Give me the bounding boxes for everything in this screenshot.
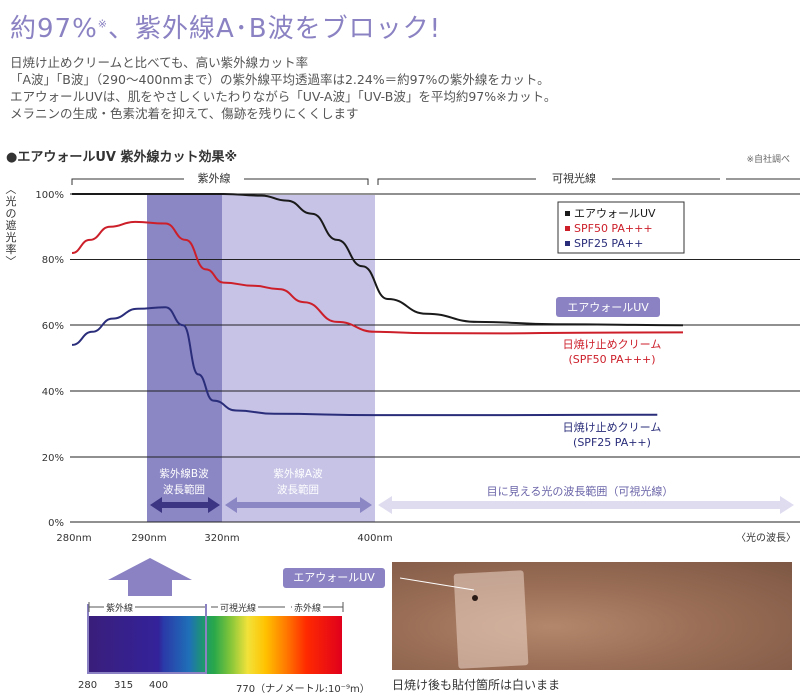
intro-line-3: エアウォールUVは、肌をやさしくいたわりながら「UV-A波」「UV-B波」を平均… bbox=[10, 89, 557, 104]
spectrum-tick-280: 280 bbox=[78, 680, 98, 691]
y-tick-0: 0% bbox=[48, 518, 64, 529]
product-badge: エアウォールUV bbox=[283, 568, 385, 588]
x-tick-320: 320nm bbox=[204, 533, 239, 544]
chart-heading: ●エアウォールUV 紫外線カット効果※ bbox=[6, 150, 238, 165]
band-b-label-1: 紫外線B波 bbox=[159, 467, 209, 480]
up-arrow-icon bbox=[108, 558, 192, 596]
x-axis-label: 〈光の波長〉 bbox=[736, 531, 796, 544]
legend-item-spf50: SPF50 PA+++ bbox=[574, 222, 653, 235]
series-line-spf50 bbox=[71, 220, 684, 335]
legend-swatch-spf25 bbox=[565, 241, 570, 246]
spectrum-label-ir: 赤外線 bbox=[292, 601, 324, 614]
y-axis-label-char: 率 bbox=[6, 242, 17, 256]
band-uvb bbox=[147, 195, 222, 522]
region-brackets: 紫外線 可視光線 bbox=[71, 171, 800, 186]
y-axis-label-char: の bbox=[6, 207, 17, 220]
intro-line-2: 「A波」「B波」（290～400nmまで）の紫外線平均透過率は2.24%＝約97… bbox=[10, 72, 550, 87]
series-line-spf25 bbox=[71, 306, 658, 417]
airwall-line-label: エアウォールUV bbox=[556, 297, 660, 317]
spectrum-tick-315: 315 bbox=[114, 680, 134, 691]
x-tick-280: 280nm bbox=[56, 533, 91, 544]
x-tick-400: 400nm bbox=[357, 533, 392, 544]
page-title: 約97%※、紫外線A･B波をブロック! bbox=[10, 14, 442, 44]
region-visible-label: 可視光線 bbox=[552, 171, 596, 185]
y-ticks: 100% 80% 60% 40% 20% 0% bbox=[35, 190, 64, 529]
visible-range-label: 目に見える光の波長範囲（可視光線） bbox=[487, 484, 674, 498]
legend-item-airwall: エアウォールUV bbox=[574, 207, 656, 220]
skin-photo bbox=[392, 562, 792, 670]
visible-arrow: 目に見える光の波長範囲（可視光線） bbox=[378, 484, 794, 514]
y-axis-label-char: 〉 bbox=[4, 256, 17, 267]
legend-swatch-spf50 bbox=[565, 226, 570, 231]
band-a-label-2: 波長範囲 bbox=[277, 483, 319, 496]
y-axis-label-char: 光 bbox=[6, 230, 17, 244]
y-tick-20: 20% bbox=[42, 453, 64, 464]
spectrum-bar bbox=[87, 616, 342, 674]
legend-item-spf25: SPF25 PA++ bbox=[574, 237, 643, 250]
band-a-arrow bbox=[225, 497, 372, 513]
uv-range-bracket bbox=[87, 604, 207, 674]
band-b-label-2: 波長範囲 bbox=[163, 483, 205, 496]
series-layer bbox=[71, 193, 684, 417]
badge-leader-line bbox=[400, 577, 475, 591]
photo-caption: 日焼け後も貼付箇所は白いまま bbox=[392, 678, 561, 692]
mole-dot bbox=[472, 595, 478, 601]
intro-line-1: 日焼け止めクリームと比べても、高い紫外線カット率 bbox=[10, 55, 309, 70]
spf25-line-label-2: (SPF25 PA++) bbox=[573, 436, 651, 449]
band-uva bbox=[222, 195, 375, 522]
spectrum-label-uv: 紫外線 bbox=[104, 601, 136, 614]
spf50-line-label-1: 日焼け止めクリーム bbox=[563, 338, 662, 351]
y-tick-40: 40% bbox=[42, 387, 64, 398]
series-line-airwall bbox=[71, 193, 684, 327]
spectrum-label-visible: 可視光線 bbox=[218, 601, 259, 614]
spectrum-tick-770: 770（ナノメートル:10⁻⁹m） bbox=[236, 684, 370, 695]
spectrum-tick-400: 400 bbox=[149, 680, 169, 691]
x-tick-290: 290nm bbox=[131, 533, 166, 544]
band-b-arrow bbox=[150, 497, 220, 513]
y-axis-label-char: 遮 bbox=[6, 218, 17, 232]
band-a-label-1: 紫外線A波 bbox=[273, 467, 323, 480]
spf50-line-label-2: (SPF50 PA+++) bbox=[568, 353, 655, 366]
region-uv-label: 紫外線 bbox=[198, 171, 231, 185]
legend-swatch-airwall bbox=[565, 211, 570, 216]
x-ticks: 280nm 290nm 320nm 400nm 〈光の波長〉 bbox=[56, 531, 796, 544]
intro-line-4: メラニンの生成・色素沈着を抑えて、傷跡を残りにくくします bbox=[10, 106, 359, 121]
svg-text:エアウォールUV: エアウォールUV bbox=[567, 301, 649, 314]
y-tick-100: 100% bbox=[35, 190, 64, 201]
spf25-line-label-1: 日焼け止めクリーム bbox=[563, 421, 662, 434]
legend: エアウォールUV SPF50 PA+++ SPF25 PA++ bbox=[557, 201, 685, 254]
y-tick-80: 80% bbox=[42, 255, 64, 266]
y-axis-label-char: 光 bbox=[6, 194, 17, 208]
y-tick-60: 60% bbox=[42, 321, 64, 332]
y-axis-label-char: 〈 bbox=[4, 184, 17, 195]
chart-note: ※自社調べ bbox=[746, 155, 790, 165]
